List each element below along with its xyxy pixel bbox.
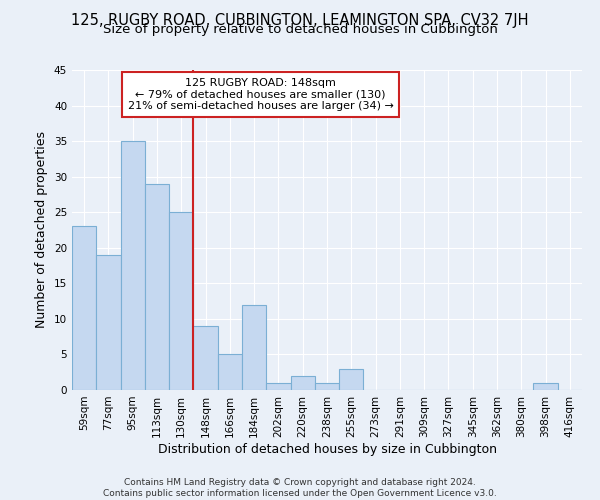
Bar — [315, 383, 339, 390]
Bar — [242, 304, 266, 390]
Bar — [266, 383, 290, 390]
Bar — [145, 184, 169, 390]
Y-axis label: Number of detached properties: Number of detached properties — [35, 132, 49, 328]
Bar — [121, 141, 145, 390]
Bar — [218, 354, 242, 390]
Bar — [193, 326, 218, 390]
X-axis label: Distribution of detached houses by size in Cubbington: Distribution of detached houses by size … — [157, 442, 497, 456]
Bar — [290, 376, 315, 390]
Text: Contains HM Land Registry data © Crown copyright and database right 2024.
Contai: Contains HM Land Registry data © Crown c… — [103, 478, 497, 498]
Bar — [96, 255, 121, 390]
Bar — [72, 226, 96, 390]
Bar — [169, 212, 193, 390]
Bar — [339, 368, 364, 390]
Bar — [533, 383, 558, 390]
Text: Size of property relative to detached houses in Cubbington: Size of property relative to detached ho… — [103, 22, 497, 36]
Text: 125 RUGBY ROAD: 148sqm
← 79% of detached houses are smaller (130)
21% of semi-de: 125 RUGBY ROAD: 148sqm ← 79% of detached… — [128, 78, 394, 111]
Text: 125, RUGBY ROAD, CUBBINGTON, LEAMINGTON SPA, CV32 7JH: 125, RUGBY ROAD, CUBBINGTON, LEAMINGTON … — [71, 12, 529, 28]
